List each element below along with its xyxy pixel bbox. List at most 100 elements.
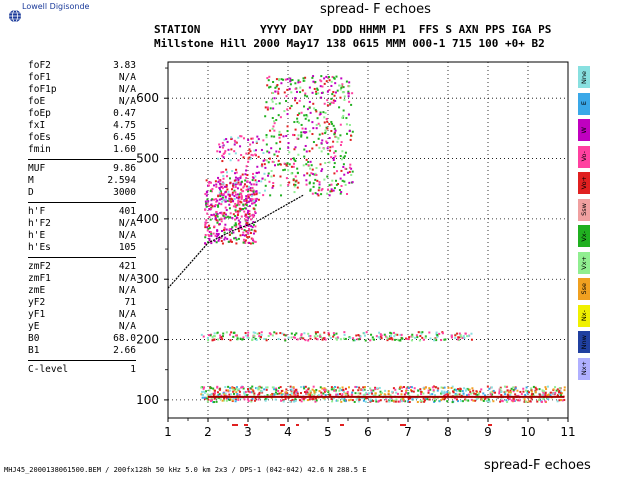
echo-point xyxy=(230,138,233,141)
echo-point xyxy=(326,104,329,107)
echo-point xyxy=(253,201,256,204)
echo-point xyxy=(321,168,324,171)
echo-point xyxy=(351,399,354,402)
echo-point xyxy=(239,200,242,203)
echo-point xyxy=(215,183,218,186)
echo-point xyxy=(443,338,446,341)
param-row: B1 2.66 xyxy=(28,345,136,357)
echo-point xyxy=(385,396,388,399)
echo-point xyxy=(375,335,378,338)
echo-point xyxy=(304,392,307,395)
echo-point xyxy=(255,181,258,184)
echo-point xyxy=(344,337,347,340)
echo-point xyxy=(374,388,377,391)
echo-point xyxy=(378,331,381,334)
echo-point xyxy=(394,338,397,341)
echo-point xyxy=(302,385,305,388)
echo-point xyxy=(240,180,243,183)
echo-point xyxy=(287,142,290,145)
echo-point xyxy=(314,178,317,181)
echo-point xyxy=(256,332,259,335)
echo-point xyxy=(321,132,324,135)
echo-point xyxy=(321,85,324,88)
echo-point xyxy=(335,136,338,139)
echo-point xyxy=(217,180,220,183)
echo-point xyxy=(220,336,223,339)
echo-point xyxy=(353,400,356,403)
echo-point xyxy=(293,391,296,394)
echo-point xyxy=(213,389,216,392)
echo-point xyxy=(442,386,445,389)
echo-point xyxy=(201,394,204,397)
echo-point xyxy=(238,196,241,199)
echo-point xyxy=(308,174,311,177)
echo-point xyxy=(363,386,366,389)
echo-point xyxy=(477,393,480,396)
echo-point xyxy=(379,393,382,396)
echo-point xyxy=(365,391,368,394)
echo-point xyxy=(454,394,457,397)
echo-point xyxy=(250,195,253,198)
echo-point xyxy=(508,398,511,401)
echo-point xyxy=(220,186,223,189)
param-value: 3.83 xyxy=(113,60,136,71)
echo-point xyxy=(233,195,236,198)
echo-point xyxy=(272,81,275,84)
echo-point xyxy=(289,388,292,391)
echo-point xyxy=(500,399,503,402)
echo-point xyxy=(227,215,230,218)
param-row: yF2 71 xyxy=(28,297,136,309)
echo-point xyxy=(276,155,279,158)
echo-point xyxy=(249,156,252,159)
echo-point xyxy=(277,92,280,95)
echo-point xyxy=(350,174,353,177)
frequency-marker xyxy=(488,424,492,426)
echo-point xyxy=(348,124,351,127)
echo-point xyxy=(264,115,267,118)
echo-point xyxy=(396,392,399,395)
echo-point xyxy=(218,238,221,241)
echo-point xyxy=(240,215,243,218)
echo-point xyxy=(332,387,335,390)
echo-point xyxy=(365,397,368,400)
echo-point xyxy=(387,390,390,393)
echo-point xyxy=(428,398,431,401)
echo-point xyxy=(246,334,249,337)
echo-point xyxy=(552,388,555,391)
echo-point xyxy=(285,391,288,394)
echo-point xyxy=(379,333,382,336)
echo-point xyxy=(231,226,234,229)
echo-point xyxy=(212,184,215,187)
x-tick-label: 6 xyxy=(364,425,372,439)
echo-point xyxy=(342,337,345,340)
echo-point xyxy=(339,155,342,158)
x-tick-label: 10 xyxy=(520,425,535,439)
echo-point xyxy=(415,334,418,337)
echo-point xyxy=(451,401,454,404)
echo-point xyxy=(314,332,317,335)
echo-point xyxy=(347,90,350,93)
echo-point xyxy=(219,192,222,195)
echo-point xyxy=(406,337,409,340)
echo-point xyxy=(526,391,529,394)
echo-point xyxy=(215,185,218,188)
echo-point xyxy=(386,339,389,342)
echo-point xyxy=(360,388,363,391)
echo-point xyxy=(244,214,247,217)
echo-point xyxy=(202,387,205,390)
echo-point xyxy=(266,77,269,80)
echo-point xyxy=(277,159,280,162)
echo-point xyxy=(264,178,267,181)
echo-point xyxy=(307,164,310,167)
echo-point xyxy=(365,392,368,395)
echo-point xyxy=(252,239,255,242)
echo-point xyxy=(234,152,237,155)
echo-point xyxy=(248,229,251,232)
echo-point xyxy=(220,217,223,220)
echo-point xyxy=(229,177,232,180)
legend-label: E xyxy=(580,101,588,106)
echo-point xyxy=(389,397,392,400)
param-name: zmF2 xyxy=(28,261,51,272)
echo-point xyxy=(328,123,331,126)
echo-point xyxy=(440,392,443,395)
